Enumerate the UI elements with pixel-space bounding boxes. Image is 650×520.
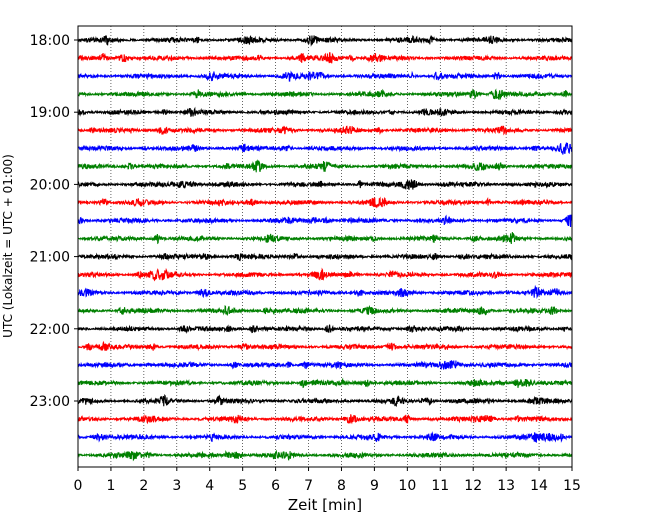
trace-2000 [77, 179, 573, 190]
y-tick-label: 18:00 [30, 33, 70, 49]
x-tick-label: 0 [74, 478, 83, 494]
y-tick-label: 21:00 [30, 250, 70, 266]
y-axis-ticks: 18:00 19:00 20:00 21:00 22:00 23:00 [30, 33, 78, 410]
x-tick-label: 11 [431, 478, 449, 494]
trace-2145 [77, 304, 573, 317]
trace-1830 [77, 70, 573, 82]
trace-2330 [77, 431, 573, 443]
x-tick-label: 4 [205, 478, 214, 494]
trace-2245 [77, 377, 573, 389]
y-tick-label: 23:00 [30, 394, 70, 410]
x-axis-ticks: 0 1 2 3 4 5 6 7 8 9 10 11 12 13 14 15 [74, 467, 581, 494]
trace-lines [77, 34, 573, 462]
trace-1945 [77, 159, 573, 173]
trace-2215 [77, 340, 573, 352]
x-tick-label: 10 [398, 478, 416, 494]
trace-2100 [77, 252, 573, 262]
trace-2015 [77, 196, 573, 209]
x-tick-label: 5 [238, 478, 247, 494]
trace-2230 [77, 360, 573, 370]
y-axis-label: UTC (Lokalzeit = UTC + 01:00) [1, 154, 15, 338]
trace-1800 [77, 34, 573, 47]
trace-2130 [77, 284, 573, 299]
trace-1845 [77, 88, 573, 101]
trace-2115 [77, 267, 573, 282]
trace-1815 [77, 52, 573, 64]
x-tick-label: 14 [530, 478, 548, 494]
plot-frame [77, 25, 573, 468]
trace-1900 [77, 106, 573, 118]
trace-2345 [77, 449, 573, 462]
x-tick-label: 6 [271, 478, 280, 494]
x-axis-label: Zeit [min] [288, 496, 362, 514]
x-tick-label: 13 [497, 478, 515, 494]
x-tick-label: 2 [139, 478, 148, 494]
trace-2030 [77, 214, 573, 228]
trace-2045 [77, 232, 573, 245]
trace-2300 [77, 394, 573, 407]
trace-1930 [77, 142, 573, 155]
x-tick-label: 12 [464, 478, 482, 494]
x-tick-label: 3 [172, 478, 181, 494]
y-tick-label: 22:00 [30, 322, 70, 338]
x-tick-label: 1 [106, 478, 115, 494]
y-tick-label: 19:00 [30, 105, 70, 121]
y-tick-label: 20:00 [30, 177, 70, 193]
x-tick-label: 9 [370, 478, 379, 494]
x-tick-label: 15 [563, 478, 581, 494]
trace-2315 [77, 413, 573, 425]
x-tick-label: 8 [337, 478, 346, 494]
trace-1915 [77, 124, 573, 136]
x-tick-label: 7 [304, 478, 313, 494]
trace-2200 [77, 324, 573, 334]
